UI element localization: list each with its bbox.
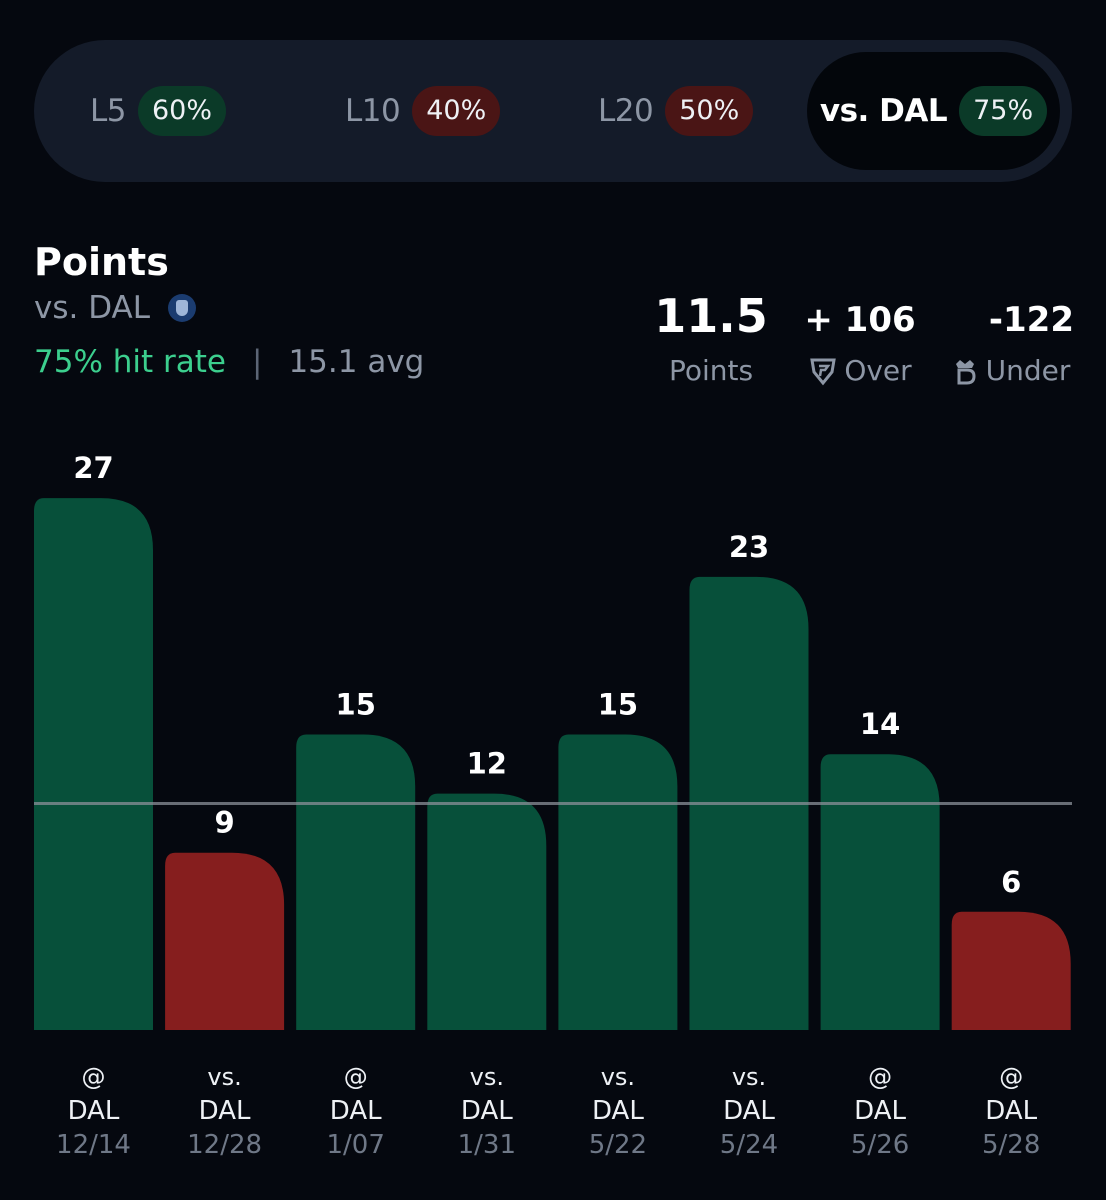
tab-vs-dal-label: vs. DAL [819,93,948,129]
bar-game-8[interactable] [951,911,1071,1030]
over-odds: + 106 [804,300,916,340]
game-opponent: DAL [854,1096,907,1126]
tab-l5-label: L5 [90,93,127,129]
average: 15.1 avg [288,344,425,380]
tab-l20-pct: 50% [665,86,754,136]
mavericks-logo-icon [168,294,197,322]
tab-l5-pct: 60% [138,86,227,136]
tab-l5[interactable]: L5 60% [90,40,227,182]
bar-value-label: 23 [729,530,769,564]
under-label: Under [985,354,1071,387]
game-location: @ [343,1063,368,1091]
x-tick-label: vs. DAL 5/22 [558,1060,678,1162]
line-value-label: Points [668,354,754,387]
game-opponent: DAL [460,1096,513,1126]
hit-rate: 75% hit rate [34,344,226,380]
line-value: 11.5 [654,289,768,343]
x-tick-label: @ DAL 1/07 [296,1060,416,1162]
bar-game-7[interactable] [820,754,940,1030]
tab-l20[interactable]: L20 50% [598,40,754,182]
over-label: Over [844,354,912,387]
hit-rate-row: 75% hit rate | 15.1 avg [34,344,424,380]
game-location: vs. [207,1063,242,1091]
game-opponent: DAL [985,1096,1038,1126]
bar-value-label: 12 [467,747,507,781]
game-opponent: DAL [591,1096,644,1126]
game-opponent: DAL [723,1096,775,1126]
x-tick-label: vs. DAL 1/31 [427,1060,547,1162]
tab-l10-label: L10 [345,93,401,129]
game-opponent: DAL [67,1096,120,1126]
tab-l10[interactable]: L10 40% [345,40,501,182]
game-date: 12/28 [187,1130,263,1160]
bar-game-5[interactable] [558,734,678,1031]
game-date: 5/26 [850,1130,910,1160]
bar-game-1[interactable] [34,498,153,1031]
game-date: 1/07 [326,1130,385,1160]
game-location: @ [81,1063,106,1091]
points-bar-chart: 27 9 15 12 15 23 14 6 [34,451,1072,1031]
game-location: @ [868,1063,893,1091]
game-location: vs. [731,1063,767,1091]
stat-title: Points [34,240,169,284]
x-tick-label: vs. DAL 12/28 [165,1060,285,1162]
game-date: 12/14 [56,1130,131,1160]
game-date: 5/22 [588,1130,648,1160]
under-odds-button[interactable]: -122 Under [946,290,1074,387]
x-tick-label: vs. DAL 5/24 [689,1060,809,1162]
bar-value-label: 9 [215,806,235,840]
bar-value-label: 15 [336,688,376,722]
x-tick-label: @ DAL 12/14 [34,1060,154,1162]
opponent-label: vs. DAL [34,290,151,326]
bar-value-label: 27 [73,451,113,485]
fanduel-icon [810,358,837,385]
tab-vs-dal-pct: 75% [959,86,1048,136]
draftkings-icon [955,359,976,384]
x-tick-label: @ DAL 5/28 [951,1060,1071,1162]
tab-l20-label: L20 [598,93,654,129]
game-location: vs. [600,1063,636,1091]
bar-game-3[interactable] [296,734,416,1031]
bar-game-2[interactable] [165,852,285,1030]
under-odds: -122 [988,300,1074,340]
over-odds-button[interactable]: + 106 Over [798,290,922,387]
tab-l10-pct: 40% [412,86,501,136]
game-location: vs. [469,1063,504,1091]
game-opponent: DAL [329,1096,382,1126]
game-date: 1/31 [457,1130,516,1160]
game-opponent: DAL [198,1096,251,1126]
game-date: 5/24 [719,1130,779,1160]
bar-value-label: 14 [860,707,900,741]
opponent-subtitle: vs. DAL [34,290,197,326]
game-location: @ [999,1063,1024,1091]
x-tick-label: @ DAL 5/26 [820,1060,940,1162]
bar-value-label: 15 [598,688,638,722]
split-tabs: L5 60% L10 40% L20 50% vs. DAL 75% [34,40,1072,182]
bar-value-label: 6 [1001,865,1021,899]
game-date: 5/28 [981,1130,1041,1160]
separator: | [252,344,263,380]
tab-vs-dal[interactable]: vs. DAL 75% [807,52,1060,170]
prop-line: 11.5 Points [652,290,770,387]
bar-game-4[interactable] [427,793,547,1030]
